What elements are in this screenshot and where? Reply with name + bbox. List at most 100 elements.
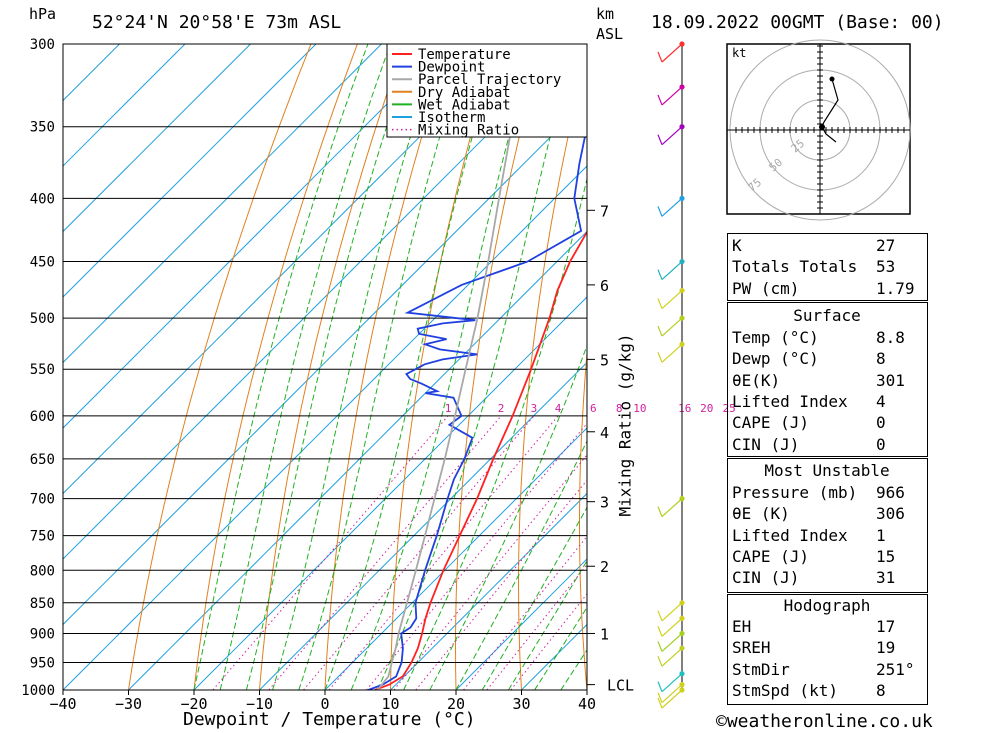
- pressure-tick-label: 300: [30, 37, 55, 53]
- x-tick-label: 40: [578, 695, 596, 713]
- wet-adiabat-line: [193, 44, 369, 690]
- wind-level-dot: [679, 630, 685, 637]
- mixing-ratio-label: 1: [445, 402, 452, 415]
- dry-adiabat-line: [454, 44, 544, 690]
- parcel-trajectory-line: [376, 44, 530, 690]
- wind-level-dot: [679, 600, 685, 606]
- wind-level-dot: [679, 287, 685, 294]
- wind-barb-flag: [657, 51, 663, 63]
- surface-box: [727, 302, 928, 457]
- index-row: CAPE (J) 0: [732, 413, 886, 433]
- isotherm-line: [63, 44, 448, 429]
- wind-barb: [661, 317, 683, 337]
- most-unstable-title: Most Unstable: [764, 461, 890, 480]
- km-tick-label: 5: [600, 351, 609, 369]
- wet-adiabat-line: [350, 44, 535, 690]
- dry-adiabat-line: [958, 44, 1000, 690]
- wind-barb: [661, 498, 683, 518]
- mixing-ratio-label: 25: [723, 402, 736, 415]
- general-indices-table: K 27 Totals Totals 53 PW (cm) 1.79: [728, 235, 919, 299]
- wind-level-dot: [679, 258, 685, 265]
- wind-level-dot: [679, 671, 685, 677]
- isotherm-line: [63, 44, 120, 102]
- location-title: 52°24'N 20°58'E 73m ASL: [92, 12, 342, 33]
- x-tick-label: 10: [381, 695, 399, 713]
- pressure-tick-label: 350: [30, 120, 55, 136]
- wind-barb: [661, 261, 683, 281]
- km-tick-label: 2: [600, 558, 609, 576]
- index-row: EH 17: [732, 617, 896, 637]
- legend-label: Dewpoint: [418, 60, 485, 76]
- wind-level-dot: [679, 41, 685, 47]
- axis-labels: 3003504004505005506006507007508008509009…: [21, 37, 596, 713]
- isotherm-line: [128, 230, 587, 690]
- most-unstable-box: [727, 458, 928, 593]
- mixing-ratio-line: [366, 422, 587, 690]
- wind-barb: [661, 290, 683, 310]
- isotherm-line: [63, 99, 587, 626]
- surface-title: Surface: [793, 306, 861, 325]
- dewpoint-line: [367, 123, 587, 690]
- wind-barb-flag: [657, 325, 663, 337]
- isotherm-line: [63, 44, 251, 233]
- wind-barb-flag: [657, 626, 663, 637]
- isotherm-line: [63, 44, 579, 560]
- legend-label: Mixing Ratio: [418, 123, 519, 139]
- index-row: CIN (J) 31: [732, 568, 896, 588]
- mixing-ratio-label: 3: [531, 402, 538, 415]
- pressure-tick-label: 450: [30, 255, 55, 271]
- legend-label: Parcel Trajectory: [418, 72, 561, 88]
- dry-adiabat-line: [324, 44, 451, 690]
- profile-lines: [367, 44, 587, 690]
- x-tick-label: 0: [320, 695, 329, 713]
- legend-label: Dry Adiabat: [418, 85, 511, 101]
- wind-barb: [661, 197, 683, 217]
- pressure-tick-label: 400: [30, 191, 55, 207]
- mixing-ratio-axis-title: Mixing Ratio (g/kg): [615, 333, 635, 517]
- pressure-tick-label: 550: [30, 362, 55, 378]
- wind-level-dot: [679, 682, 685, 688]
- isotherm-line: [63, 44, 186, 167]
- wet-adiabat-line: [403, 176, 587, 690]
- pressure-tick-label: 500: [30, 311, 55, 327]
- wind-barb: [661, 43, 683, 63]
- wind-barb-flag: [657, 655, 663, 667]
- wind-barb: [661, 673, 683, 693]
- wind-barb-flag: [657, 134, 663, 145]
- wind-level-dot: [679, 615, 685, 621]
- index-row: Dewp (°C) 8: [732, 349, 886, 369]
- index-row: StmSpd (kt) 8: [732, 681, 886, 701]
- wind-barb-flag: [657, 206, 663, 217]
- index-row: SREH 19: [732, 638, 896, 658]
- most-unstable-table: Pressure (mb) 966 θE (K) 306 Lifted Index 1…: [728, 482, 909, 588]
- legend-label: Isotherm: [418, 110, 485, 126]
- mixing-ratio-line: [268, 415, 502, 690]
- x-tick-label: −10: [246, 695, 273, 713]
- km-tick-label: 4: [600, 424, 609, 442]
- lcl-label: LCL: [607, 677, 634, 695]
- wind-level-dot: [679, 496, 685, 502]
- mixing-ratio-label: 6: [590, 402, 597, 415]
- index-row: Totals Totals 53: [732, 257, 896, 277]
- wet-adiabat-line: [245, 44, 415, 690]
- km-unit-label: km: [596, 5, 615, 23]
- km-tick-label: 7: [600, 202, 609, 220]
- isotherm-line: [455, 558, 587, 690]
- wind-barb: [661, 602, 683, 622]
- wind-barb: [661, 617, 683, 637]
- x-tick-label: −30: [115, 695, 142, 713]
- mixing-ratio-label: 20: [700, 402, 713, 415]
- hodograph-box: [727, 594, 928, 705]
- index-row: Temp (°C) 8.8: [732, 328, 905, 348]
- mixing-ratio-line: [212, 415, 449, 690]
- x-tick-label: 20: [447, 695, 465, 713]
- index-row: Lifted Index 1: [732, 525, 886, 545]
- isotherm-line: [390, 492, 587, 690]
- wind-barb-flag: [657, 692, 663, 703]
- index-row: Pressure (mb) 966: [732, 483, 905, 503]
- mixing-ratio-label: 4: [555, 402, 562, 415]
- wind-barb-flag: [657, 641, 663, 652]
- wind-barb: [661, 633, 683, 652]
- x-axis-title: Dewpoint / Temperature (°C): [183, 709, 476, 730]
